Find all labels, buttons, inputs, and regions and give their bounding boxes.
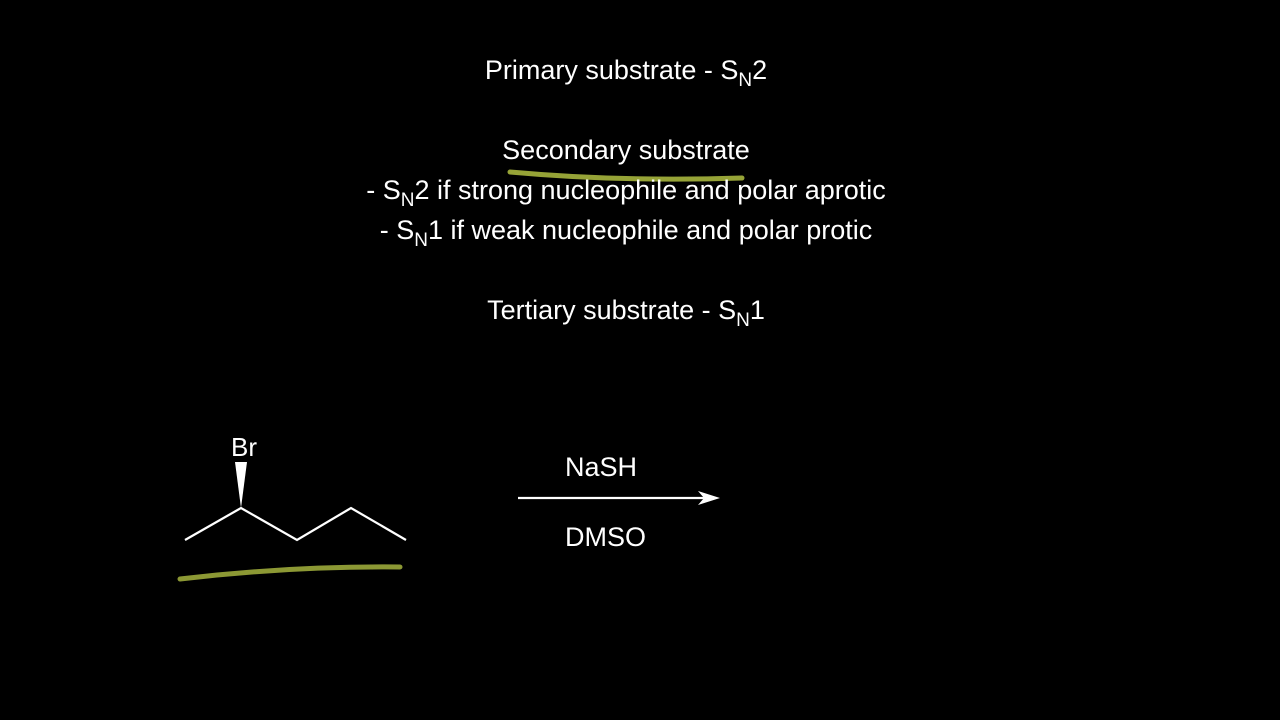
wedge-bond [235, 462, 247, 508]
sn1-condition-text: 1 if weak nucleophile and polar protic [427, 215, 873, 245]
sn1-condition-subscript: N [414, 230, 428, 251]
secondary-sn2-condition: - SN2 if strong nucleophile and polar ap… [0, 174, 1266, 210]
reagent-label: NaSH [565, 452, 638, 482]
highlight-stroke-molecule [177, 564, 403, 582]
primary-rule-suffix: 2 [752, 55, 768, 85]
reaction-arrow-head [698, 491, 720, 505]
tertiary-rule-suffix: 1 [749, 295, 765, 325]
sn2-condition-prefix: - S [366, 175, 401, 205]
tertiary-substrate-rule: Tertiary substrate - SN1 [0, 294, 1266, 330]
primary-substrate-rule: Primary substrate - SN2 [0, 54, 1266, 90]
sn1-condition-prefix: - S [379, 215, 415, 245]
primary-rule-subscript: N [738, 70, 753, 91]
sn2-condition-text: 2 if strong nucleophile and polar aproti… [414, 175, 886, 205]
carbon-chain-bonds [184, 506, 407, 542]
highlight-stroke-secondary [507, 169, 745, 182]
primary-rule-text: Primary substrate - S [484, 55, 739, 85]
sn2-condition-subscript: N [400, 190, 415, 211]
tertiary-rule-subscript: N [736, 310, 750, 331]
secondary-sn1-condition: - SN1 if weak nucleophile and polar prot… [0, 214, 1266, 250]
bromine-label: Br [231, 432, 257, 462]
tertiary-rule-text: Tertiary substrate - S [487, 295, 737, 325]
solvent-label: DMSO [565, 522, 646, 552]
secondary-substrate-heading: Secondary substrate [502, 135, 750, 165]
